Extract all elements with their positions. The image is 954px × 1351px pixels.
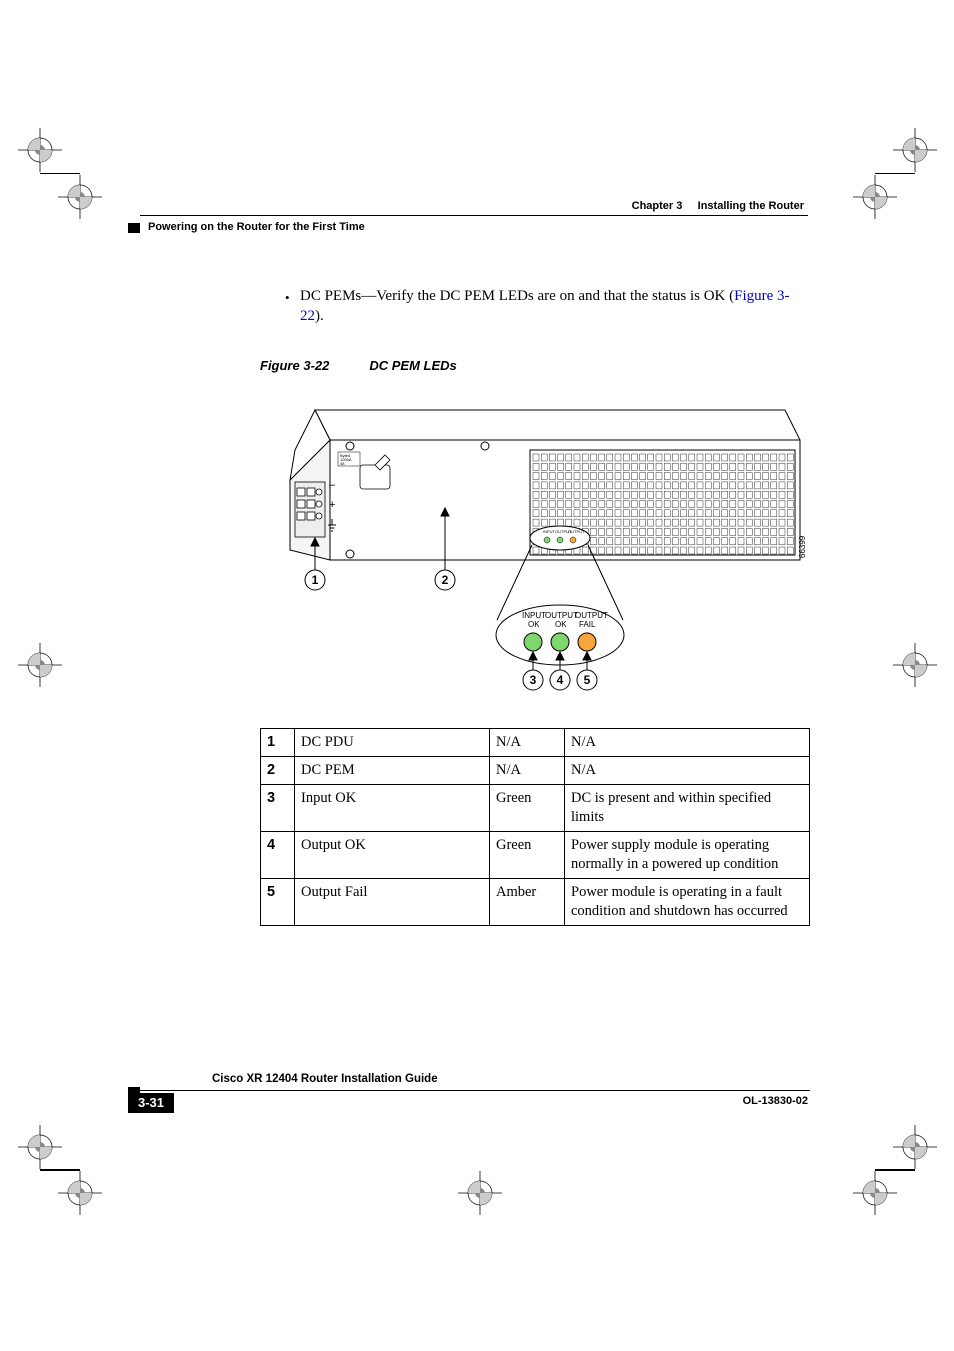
row-desc: N/A [565, 757, 810, 785]
body-bullet: • DC PEMs—Verify the DC PEM LEDs are on … [300, 286, 810, 326]
figure-title: DC PEM LEDs [369, 358, 456, 373]
row-color: Amber [490, 879, 565, 926]
row-name: Output Fail [295, 879, 490, 926]
row-name: Input OK [295, 785, 490, 832]
led-outputok-top: OUTPUT [545, 611, 578, 620]
row-desc: N/A [565, 729, 810, 757]
callout-1: 1 [312, 573, 319, 587]
footer-rule [128, 1090, 810, 1091]
registration-mark-icon [15, 640, 65, 690]
callout-5: 5 [584, 673, 591, 687]
registration-mark-icon [55, 172, 105, 222]
svg-text:48: 48 [340, 461, 345, 466]
row-color: N/A [490, 729, 565, 757]
row-name: Output OK [295, 832, 490, 879]
footer-doc-number: OL-13830-02 [743, 1095, 808, 1107]
led-input-bot: OK [528, 620, 540, 629]
footer-guide-title: Cisco XR 12404 Router Installation Guide [212, 1073, 438, 1085]
svg-text:OUTPUT: OUTPUT [568, 529, 585, 534]
row-color: Green [490, 785, 565, 832]
callout-3: 3 [530, 673, 537, 687]
row-name: DC PDU [295, 729, 490, 757]
row-num: 3 [261, 785, 295, 832]
row-color: Green [490, 832, 565, 879]
chapter-header: Chapter 3 Installing the Router [632, 200, 804, 212]
registration-mark-icon [850, 1168, 900, 1218]
table-row: 5Output FailAmberPower module is operati… [261, 879, 810, 926]
bullet-icon: • [285, 288, 290, 308]
table-row: 1DC PDUN/AN/A [261, 729, 810, 757]
section-title: Powering on the Router for the First Tim… [148, 221, 365, 233]
row-name: DC PEM [295, 757, 490, 785]
table-row: 3Input OKGreenDC is present and within s… [261, 785, 810, 832]
diagram-id: 66399 [798, 535, 807, 558]
row-color: N/A [490, 757, 565, 785]
registration-mark-icon [15, 1122, 65, 1172]
chapter-title: Installing the Router [698, 200, 804, 212]
row-desc: DC is present and within specified limit… [565, 785, 810, 832]
callout-4: 4 [557, 673, 564, 687]
crop-bar [875, 1169, 915, 1171]
row-num: 5 [261, 879, 295, 926]
svg-text:+: + [329, 499, 335, 511]
registration-mark-icon [890, 1122, 940, 1172]
figure-caption: Figure 3-22 DC PEM LEDs [260, 358, 457, 373]
header-rule-stub [128, 223, 140, 233]
table-row: 4Output OKGreenPower supply module is op… [261, 832, 810, 879]
led-outputfail-top: OUTPUT [575, 611, 608, 620]
row-num: 2 [261, 757, 295, 785]
led-input-top: INPUT [522, 611, 546, 620]
svg-text:–: – [329, 479, 336, 491]
callout-2: 2 [442, 573, 449, 587]
crop-bar [40, 173, 80, 175]
crop-bar [40, 1169, 80, 1171]
svg-text:INPUT: INPUT [543, 529, 556, 534]
table-row: 2DC PEMN/AN/A [261, 757, 810, 785]
figure-ref: Figure 3-22 [260, 358, 329, 373]
led-table: 1DC PDUN/AN/A2DC PEMN/AN/A3Input OKGreen… [260, 728, 810, 926]
registration-mark-icon [850, 172, 900, 222]
registration-mark-icon [55, 1168, 105, 1218]
led-outputfail-bot: FAIL [579, 620, 596, 629]
row-desc: Power supply module is operating normall… [565, 832, 810, 879]
row-desc: Power module is operating in a fault con… [565, 879, 810, 926]
row-num: 1 [261, 729, 295, 757]
crop-bar [875, 173, 915, 175]
page-number-badge: 3-31 [128, 1093, 174, 1113]
registration-mark-icon [890, 640, 940, 690]
bullet-text: DC PEMs—Verify the DC PEM LEDs are on an… [300, 288, 725, 304]
figure-diagram: – + Byte4 1000A 48 INPUT OUTPUT OUTPUT I… [285, 380, 815, 705]
registration-mark-icon [15, 125, 65, 175]
row-num: 4 [261, 832, 295, 879]
registration-mark-icon [890, 125, 940, 175]
chapter-label: Chapter 3 [632, 200, 683, 212]
led-outputok-bot: OK [555, 620, 567, 629]
registration-mark-icon [455, 1168, 505, 1218]
header-rule [140, 215, 808, 216]
bullet-paren-close: ). [315, 308, 324, 324]
